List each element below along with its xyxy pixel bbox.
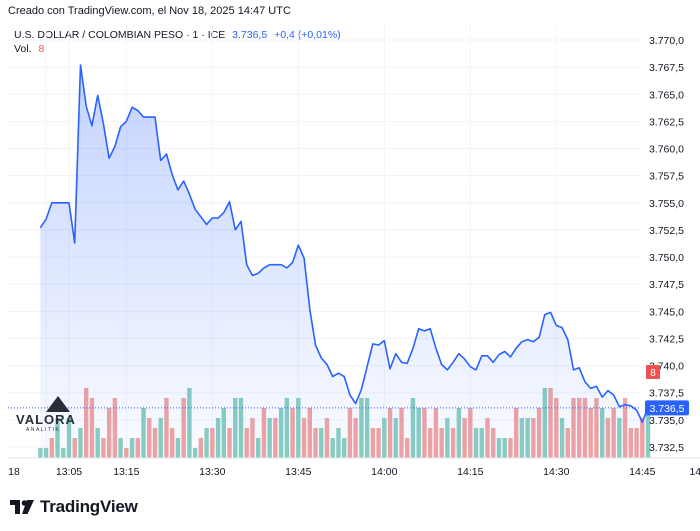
y-tick-label: 3.742,5 [649, 333, 684, 345]
y-tick-label: 3.735,0 [649, 415, 684, 427]
legend-change: +0,4 (+0,01%) [274, 29, 341, 41]
price-axis-label [645, 400, 689, 416]
volume-bar [645, 408, 651, 458]
legend-price: 3.736,5 [232, 29, 268, 41]
x-tick-label: 13:45 [285, 466, 311, 478]
y-tick-label: 3.750,0 [649, 252, 684, 264]
y-tick-label: 3.767,5 [649, 62, 684, 74]
watermark-text: VALORA [16, 412, 76, 427]
y-tick-label: 3.765,0 [649, 89, 684, 101]
x-tick-label: 18 [8, 466, 20, 478]
volume-axis-label [646, 365, 660, 379]
price-line [39, 64, 649, 423]
y-tick-label: 3.760,0 [649, 144, 684, 156]
y-tick-label: 3.745,0 [649, 306, 684, 318]
x-tick-label: 13:30 [199, 466, 225, 478]
axis-labels: 8 3.736,5 [645, 365, 689, 416]
valora-logo-icon [46, 396, 70, 412]
x-tick-label: 14:00 [371, 466, 397, 478]
x-tick-label: 14:5 [689, 466, 700, 478]
x-tick-label: 14:45 [629, 466, 655, 478]
legend-volume-row: Vol. 8 [14, 42, 341, 56]
chart-legend: U.S. DOLLAR / COLOMBIAN PESO · 1 · ICE 3… [14, 28, 341, 56]
volume-label[interactable]: Vol. [14, 43, 32, 55]
legend-symbol-row: U.S. DOLLAR / COLOMBIAN PESO · 1 · ICE 3… [14, 28, 341, 42]
x-tick-label: 13:05 [56, 466, 82, 478]
symbol-title[interactable]: U.S. DOLLAR / COLOMBIAN PESO · 1 · ICE [14, 29, 226, 41]
y-tick-label: 3.732,5 [649, 442, 684, 454]
time-axis: 18 13:05 13:15 13:30 13:45 14:00 14:15 14:30 14:… [8, 457, 700, 478]
volume-axis-label-text: 8 [650, 368, 656, 379]
x-tick-label: 13:15 [113, 466, 139, 478]
volume-value: 8 [38, 43, 45, 55]
created-with-text: Creado con TradingView.com, el Nov 18, 2… [8, 5, 291, 17]
y-tick-label: 3.747,5 [649, 279, 684, 291]
y-tick-label: 3.737,5 [649, 388, 684, 400]
brand-name: TradingView [40, 497, 138, 516]
x-tick-label: 14:15 [457, 466, 483, 478]
price-area-fill [40, 65, 649, 458]
price-axis: 3.770,0 3.767,5 3.765,0 3.762,5 3.760,0 3.757… [649, 35, 684, 454]
y-tick-label: 3.770,0 [649, 35, 684, 47]
x-tick-label: 14:30 [543, 466, 569, 478]
price-axis-label-text: 3.736,5 [649, 403, 684, 415]
y-tick-label: 3.762,5 [649, 116, 684, 128]
watermark-subtext: ANALITIK [26, 427, 61, 433]
y-tick-label: 3.757,5 [649, 171, 684, 183]
tradingview-brand[interactable]: TradingView [10, 497, 138, 517]
y-tick-label: 3.755,0 [649, 198, 684, 210]
y-tick-label: 3.752,5 [649, 225, 684, 237]
tradingview-logo-icon [10, 500, 34, 514]
